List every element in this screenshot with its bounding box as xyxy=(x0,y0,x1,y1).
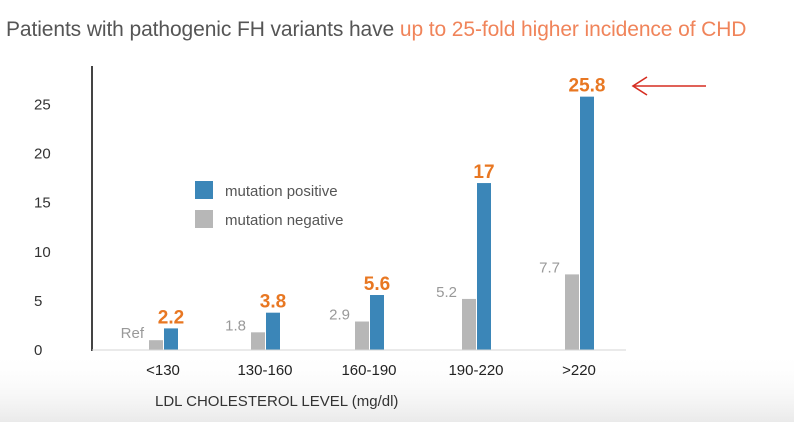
bottom-shade xyxy=(0,352,794,422)
bar-mutation-negative xyxy=(565,274,579,350)
data-label-negative: 7.7 xyxy=(539,259,560,276)
x-tick-label: <130 xyxy=(146,362,180,379)
legend-label-negative: mutation negative xyxy=(225,212,343,229)
bar-mutation-negative xyxy=(355,321,369,350)
y-tick-label: 10 xyxy=(34,244,51,261)
bar-mutation-negative xyxy=(462,298,476,350)
y-tick-label: 15 xyxy=(34,195,51,212)
legend-swatch-negative xyxy=(195,210,213,228)
x-tick-label: 190-220 xyxy=(448,362,503,379)
y-tick-label: 25 xyxy=(34,97,51,114)
data-label-negative: 1.8 xyxy=(225,317,246,334)
x-axis-title: LDL CHOLESTEROL LEVEL (mg/dl) xyxy=(155,393,398,410)
data-label-positive: 5.6 xyxy=(364,274,390,295)
annotation-arrow-head xyxy=(631,76,648,96)
y-tick-label: 0 xyxy=(34,342,42,359)
x-tick-label: >220 xyxy=(562,362,596,379)
x-tick-label: 130-160 xyxy=(237,362,292,379)
bar-mutation-negative xyxy=(251,332,265,350)
bar-mutation-positive xyxy=(580,96,594,350)
legend-box xyxy=(190,174,376,236)
title-highlight: up to 25-fold higher incidence of CHD xyxy=(399,18,747,41)
data-label-positive: 3.8 xyxy=(260,292,286,313)
data-label-positive: 25.8 xyxy=(569,76,606,97)
legend-label-positive: mutation positive xyxy=(225,183,338,200)
chart-title: Patients with pathogenic FH variants hav… xyxy=(6,18,746,42)
bar-mutation-positive xyxy=(477,183,491,350)
data-label-negative: 2.9 xyxy=(329,307,350,324)
legend-swatch-positive xyxy=(195,181,213,199)
data-label-positive: 2.2 xyxy=(158,307,184,328)
x-tick-label: 160-190 xyxy=(341,362,396,379)
data-label-positive: 17 xyxy=(473,162,494,183)
data-label-negative: Ref xyxy=(121,325,145,342)
bar-mutation-positive xyxy=(266,312,280,350)
y-tick-label: 20 xyxy=(34,146,51,163)
data-label-negative: 5.2 xyxy=(436,284,457,301)
y-tick-label: 5 xyxy=(34,293,42,310)
bar-mutation-negative xyxy=(149,340,163,350)
title-text: Patients with pathogenic FH variants hav… xyxy=(6,18,400,41)
bar-mutation-positive xyxy=(164,328,178,350)
bar-mutation-positive xyxy=(370,295,384,350)
